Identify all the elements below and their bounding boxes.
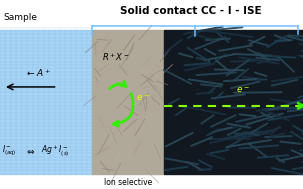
FancyArrowPatch shape	[109, 81, 126, 89]
Text: Ion selective: Ion selective	[104, 178, 152, 187]
Text: $\leftarrow A^+$: $\leftarrow A^+$	[25, 68, 51, 79]
Text: $\Leftrightarrow$: $\Leftrightarrow$	[25, 147, 36, 156]
FancyArrowPatch shape	[113, 93, 133, 126]
Bar	[164, 30, 303, 174]
Text: $e^-$: $e^-$	[235, 85, 249, 94]
Text: $R^+X^-$: $R^+X^-$	[102, 51, 129, 63]
Text: $e^-$: $e^-$	[136, 94, 150, 103]
Text: Sample: Sample	[3, 13, 37, 22]
Text: $I^-_{(aq)}$: $I^-_{(aq)}$	[2, 144, 16, 158]
Bar	[92, 30, 164, 174]
Text: $Ag^+I^-_{(s)}$: $Ag^+I^-_{(s)}$	[41, 143, 69, 159]
Text: Solid contact CC - I - ISE: Solid contact CC - I - ISE	[120, 6, 262, 16]
Bar	[0, 30, 92, 174]
